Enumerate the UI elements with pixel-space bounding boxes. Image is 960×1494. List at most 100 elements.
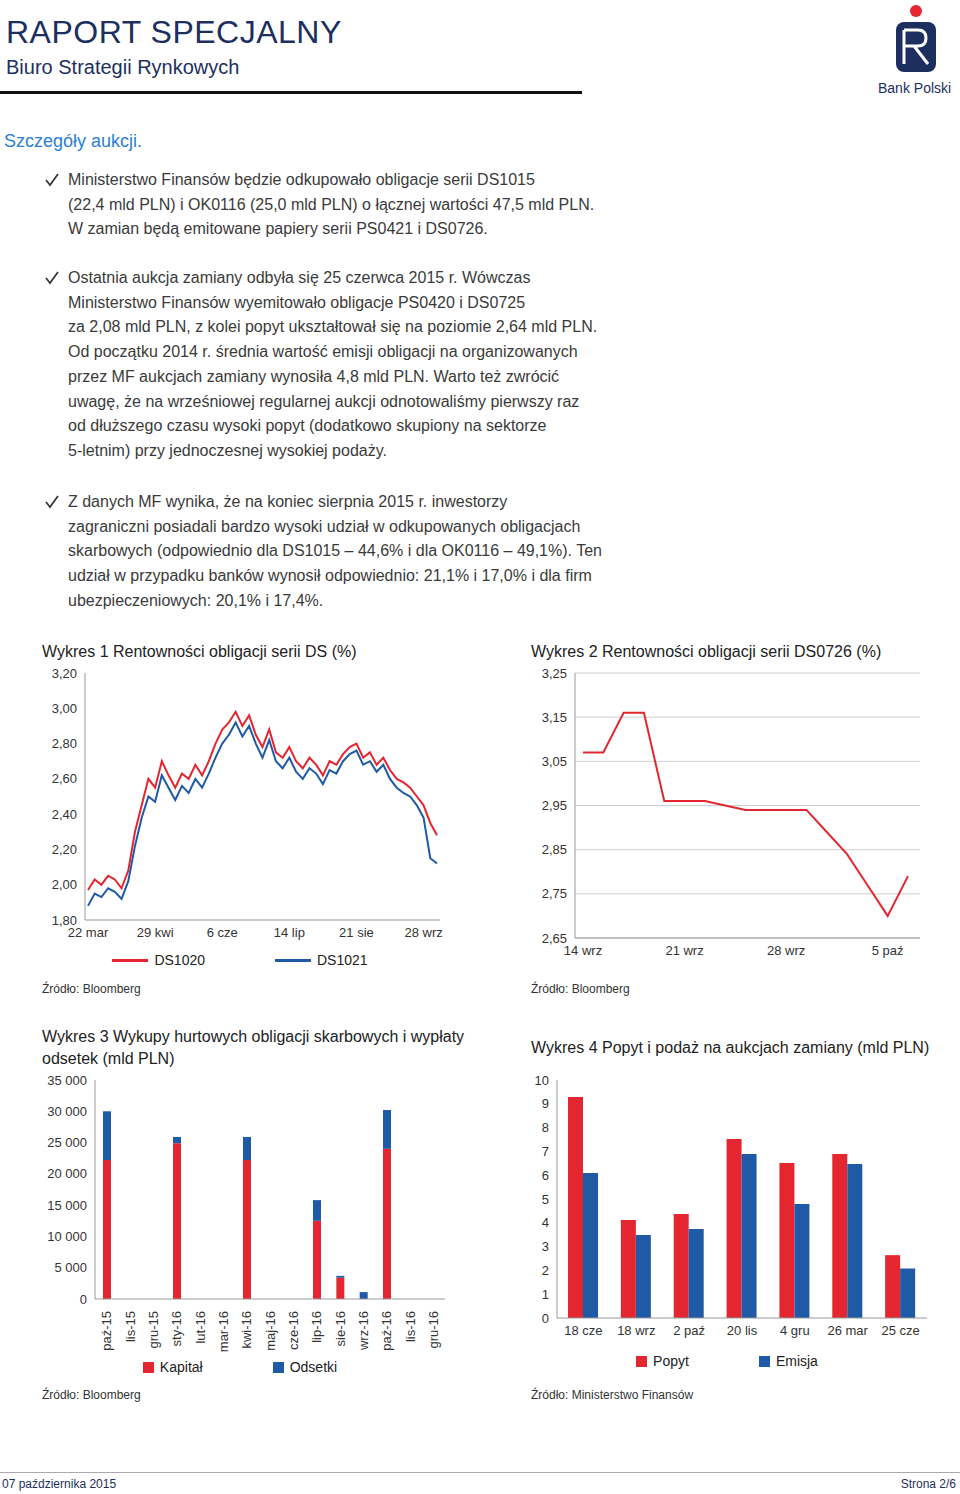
html-text:przez MF aukcjach zamiany wyno: przez MF aukcjach zamiany wynosiła 4,8 m… xyxy=(68,367,560,385)
html-text:Wykres 3 Wykupy hurtowych obli: Wykres 3 Wykupy hurtowych obligacji skar… xyxy=(42,1028,465,1067)
html-text:od dłuższego czasu wysoki popy: od dłuższego czasu wysoki popyt (dodatko… xyxy=(68,417,547,435)
html-text:Wykres 1 Rentowności obligacji: Wykres 1 Rentowności obligacji serii DS … xyxy=(42,643,357,660)
svg-text:1,80: 1,80 xyxy=(52,913,77,928)
svg-text:21 wrz: 21 wrz xyxy=(665,943,703,958)
svg-text:2,80: 2,80 xyxy=(52,736,77,751)
svg-text:2,85: 2,85 xyxy=(542,842,567,857)
html-text:DS1021: DS1021 xyxy=(317,952,368,968)
svg-text:18 wrz: 18 wrz xyxy=(617,1323,655,1338)
html-text:Z danych MF wynika, że na koni: Z danych MF wynika, że na koniec sierpni… xyxy=(68,493,508,510)
svg-text:2,65: 2,65 xyxy=(542,931,567,946)
html-text:Emisja: Emisja xyxy=(775,1353,818,1369)
svg-text:6 cze: 6 cze xyxy=(207,925,238,940)
svg-text:3,00: 3,00 xyxy=(52,701,77,716)
html-text:Kapitał: Kapitał xyxy=(159,1359,203,1375)
svg-text:22 mar: 22 mar xyxy=(67,925,109,941)
svg-text:2 paź: 2 paź xyxy=(673,1323,705,1338)
svg-text:26 mar: 26 mar xyxy=(827,1323,868,1338)
html-text:W zamian będą emitowane papier: W zamian będą emitowane papiery serii PS… xyxy=(68,220,488,238)
html-text:Źródło: Bloomberg: Źródło: Bloomberg xyxy=(42,1388,141,1402)
svg-text:paź-16: paź-16 xyxy=(379,1311,394,1351)
html-text:DS1020: DS1020 xyxy=(154,952,205,968)
svg-text:4 gru: 4 gru xyxy=(780,1323,810,1338)
svg-text:3,20: 3,20 xyxy=(52,666,77,681)
svg-text:lut-16: lut-16 xyxy=(193,1311,208,1344)
svg-text:10: 10 xyxy=(535,1073,549,1088)
svg-text:2,00: 2,00 xyxy=(52,877,77,892)
svg-text:14 lip: 14 lip xyxy=(274,925,305,940)
html-text:zagraniczni posiadali bardzo w: zagraniczni posiadali bardzo wysoki udzi… xyxy=(68,517,581,535)
svg-text:8: 8 xyxy=(542,1120,549,1135)
html-text:Popyt: Popyt xyxy=(653,1353,689,1369)
svg-text:lis-16: lis-16 xyxy=(403,1311,418,1342)
html-text:skarbowych (odpowiednio dla DS: skarbowych (odpowiednio dla DS1015 – 44,… xyxy=(68,542,602,560)
svg-text:sty-16: sty-16 xyxy=(169,1311,184,1346)
svg-text:3,05: 3,05 xyxy=(542,754,567,769)
svg-text:6: 6 xyxy=(542,1168,549,1183)
svg-text:0: 0 xyxy=(80,1292,87,1307)
svg-text:3,25: 3,25 xyxy=(542,666,567,681)
html-text:5-letnim) przy jednoczesnej wy: 5-letnim) przy jednoczesnej wysokiej pod… xyxy=(68,441,387,459)
svg-text:28 wrz: 28 wrz xyxy=(767,943,805,958)
svg-text:9: 9 xyxy=(542,1096,549,1111)
html-text:Biuro Strategii Rynkowych: Biuro Strategii Rynkowych xyxy=(6,56,240,78)
svg-text:10 000: 10 000 xyxy=(47,1229,87,1244)
svg-text:mar-16: mar-16 xyxy=(216,1311,231,1352)
html-text:Źródło: Bloomberg: Źródło: Bloomberg xyxy=(42,982,141,996)
svg-text:4: 4 xyxy=(542,1215,549,1230)
svg-text:35 000: 35 000 xyxy=(47,1073,87,1088)
html-text:Źródło: Ministerstwo Finansów: Źródło: Ministerstwo Finansów xyxy=(531,1388,694,1402)
svg-text:21 sie: 21 sie xyxy=(339,925,374,940)
svg-text:5 paź: 5 paź xyxy=(872,943,904,958)
svg-text:gru-15: gru-15 xyxy=(146,1311,161,1349)
svg-text:2: 2 xyxy=(542,1263,549,1278)
html-text:Odsetki: Odsetki xyxy=(289,1359,338,1375)
html-text:(22,4 mld PLN) i OK0116 (25,0: (22,4 mld PLN) i OK0116 (25,0 mld PLN) o… xyxy=(68,195,595,213)
svg-text:maj-16: maj-16 xyxy=(263,1311,278,1351)
html-text:za 2,08 mld PLN, z kolei popyt: za 2,08 mld PLN, z kolei popyt ukształto… xyxy=(68,318,598,336)
svg-text:2,20: 2,20 xyxy=(52,842,77,857)
svg-text:gru-16: gru-16 xyxy=(426,1311,441,1349)
svg-text:15 000: 15 000 xyxy=(47,1198,87,1213)
svg-text:20 000: 20 000 xyxy=(47,1166,87,1181)
svg-text:14 wrz: 14 wrz xyxy=(564,943,602,958)
svg-text:2,75: 2,75 xyxy=(542,886,567,901)
svg-text:lis-15: lis-15 xyxy=(123,1311,138,1342)
svg-text:paź-15: paź-15 xyxy=(99,1311,114,1351)
svg-text:1: 1 xyxy=(542,1287,549,1302)
html-text:RAPORT SPECJALNY: RAPORT SPECJALNY xyxy=(6,14,342,50)
svg-text:lip-16: lip-16 xyxy=(309,1311,324,1343)
svg-text:30 000: 30 000 xyxy=(47,1104,87,1119)
svg-text:18 cze: 18 cze xyxy=(564,1323,602,1338)
html-text:uwagę, że na wrześniowej regul: uwagę, że na wrześniowej regularnej aukc… xyxy=(68,392,580,410)
svg-text:2,60: 2,60 xyxy=(52,771,77,786)
html-text:Ministerstwo Finansów będzie o: Ministerstwo Finansów będzie odkupowało … xyxy=(68,171,535,188)
svg-text:kwi-16: kwi-16 xyxy=(239,1311,254,1349)
svg-text:sie-16: sie-16 xyxy=(333,1311,348,1346)
svg-text:3,15: 3,15 xyxy=(542,710,567,725)
html-text:ubezpieczeniowych: 20,1% i 17,: ubezpieczeniowych: 20,1% i 17,4%. xyxy=(68,591,324,609)
svg-text:25 000: 25 000 xyxy=(47,1135,87,1150)
svg-text:5 000: 5 000 xyxy=(54,1260,87,1275)
html-text:udział w przypadku banków wyno: udział w przypadku banków wynosił odpowi… xyxy=(68,567,592,585)
html-text:Ostatnia aukcja zamiany odbyła: Ostatnia aukcja zamiany odbyła się 25 cz… xyxy=(68,269,531,286)
html-text:Ministerstwo Finansów wyemitow: Ministerstwo Finansów wyemitowało obliga… xyxy=(68,293,526,311)
html-text:Od początku 2014 r. średnia wa: Od początku 2014 r. średnia wartość emis… xyxy=(68,343,578,361)
html-text:Wykres 4 Popyt i podaż na aukc: Wykres 4 Popyt i podaż na aukcjach zamia… xyxy=(531,1039,930,1056)
svg-text:29 kwi: 29 kwi xyxy=(137,925,174,940)
svg-text:5: 5 xyxy=(542,1192,549,1207)
svg-text:25 cze: 25 cze xyxy=(881,1323,919,1338)
svg-text:3: 3 xyxy=(542,1239,549,1254)
svg-text:2,40: 2,40 xyxy=(52,807,77,822)
svg-text:20 lis: 20 lis xyxy=(727,1323,758,1338)
html-text:Źródło: Bloomberg: Źródło: Bloomberg xyxy=(531,982,630,996)
svg-text:28 wrz: 28 wrz xyxy=(404,925,442,940)
html-text:Szczegóły aukcji.: Szczegóły aukcji. xyxy=(4,131,143,151)
svg-text:7: 7 xyxy=(542,1144,549,1159)
html-text:Wykres 2 Rentowności obligacji: Wykres 2 Rentowności obligacji serii DS0… xyxy=(531,643,882,660)
html-text:Bank Polski: Bank Polski xyxy=(878,80,952,96)
svg-text:wrz-16: wrz-16 xyxy=(356,1311,371,1351)
svg-text:cze-16: cze-16 xyxy=(286,1311,301,1350)
svg-text:0: 0 xyxy=(542,1311,549,1326)
svg-text:2,95: 2,95 xyxy=(542,798,567,813)
